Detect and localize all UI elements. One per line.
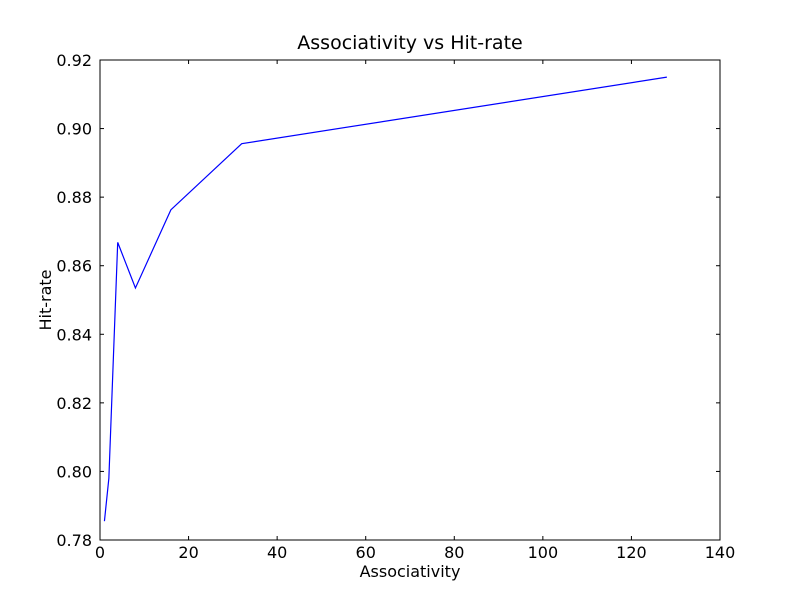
y-tick-label: 0.78 <box>56 531 92 550</box>
y-tick-label: 0.88 <box>56 188 92 207</box>
y-tick-label: 0.80 <box>56 462 92 481</box>
y-tick-label: 0.90 <box>56 120 92 139</box>
x-tick-label: 40 <box>267 543 287 562</box>
y-tick-label: 0.86 <box>56 257 92 276</box>
y-tick-label: 0.82 <box>56 394 92 413</box>
y-tick-label: 0.92 <box>56 51 92 70</box>
x-tick-label: 20 <box>178 543 198 562</box>
x-tick-label: 60 <box>356 543 376 562</box>
x-axis-label: Associativity <box>360 562 461 581</box>
x-tick-label: 120 <box>616 543 647 562</box>
y-tick-label: 0.84 <box>56 325 92 344</box>
plot-frame <box>99 59 721 541</box>
x-tick-label: 140 <box>705 543 736 562</box>
x-tick-label: 0 <box>95 543 105 562</box>
plot-area: 0 20 40 60 80 100 120 140 0.78 0.80 0.82 0.84 0.86 0.… <box>56 51 735 562</box>
x-tick-label: 80 <box>444 543 464 562</box>
chart-title: Associativity vs Hit-rate <box>297 32 522 54</box>
x-tick-label: 100 <box>528 543 559 562</box>
y-axis-label: Hit-rate <box>36 269 55 330</box>
series-line <box>103 76 667 522</box>
